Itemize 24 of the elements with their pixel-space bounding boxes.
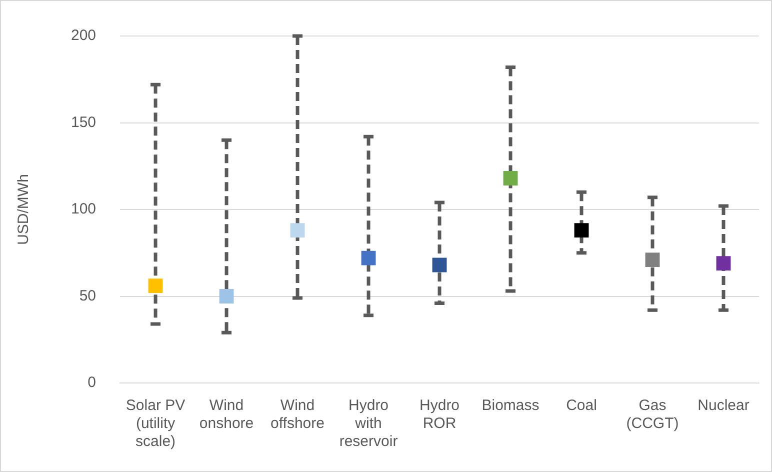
y-tick-label: 50: [79, 287, 96, 304]
point: [716, 256, 731, 271]
y-tick-label: 150: [70, 114, 96, 131]
point: [361, 250, 376, 266]
y-axis-title: USD/MWh: [15, 174, 32, 245]
x-tick-label: Hydro ROR: [420, 397, 460, 432]
x-tick-label: Hydro with reservoir: [339, 397, 398, 450]
x-tick-label: Wind onshore: [199, 397, 254, 432]
point: [219, 289, 234, 304]
y-tick-label: 0: [88, 374, 96, 392]
point: [645, 252, 660, 268]
x-tick-label: Nuclear: [698, 397, 750, 414]
x-tick-label: Wind offshore: [270, 397, 324, 432]
point: [503, 171, 518, 186]
y-tick-label: 100: [70, 200, 96, 218]
y-tick-label: 200: [70, 27, 96, 44]
point: [290, 223, 305, 238]
x-tick-label: Biomass: [482, 397, 540, 414]
point: [574, 223, 589, 238]
x-tick-label: Gas (CCGT): [626, 397, 679, 432]
x-tick-label: Solar PV (utility scale): [126, 397, 186, 450]
point: [148, 278, 163, 294]
x-tick-label: Coal: [566, 397, 597, 414]
point: [432, 258, 447, 272]
